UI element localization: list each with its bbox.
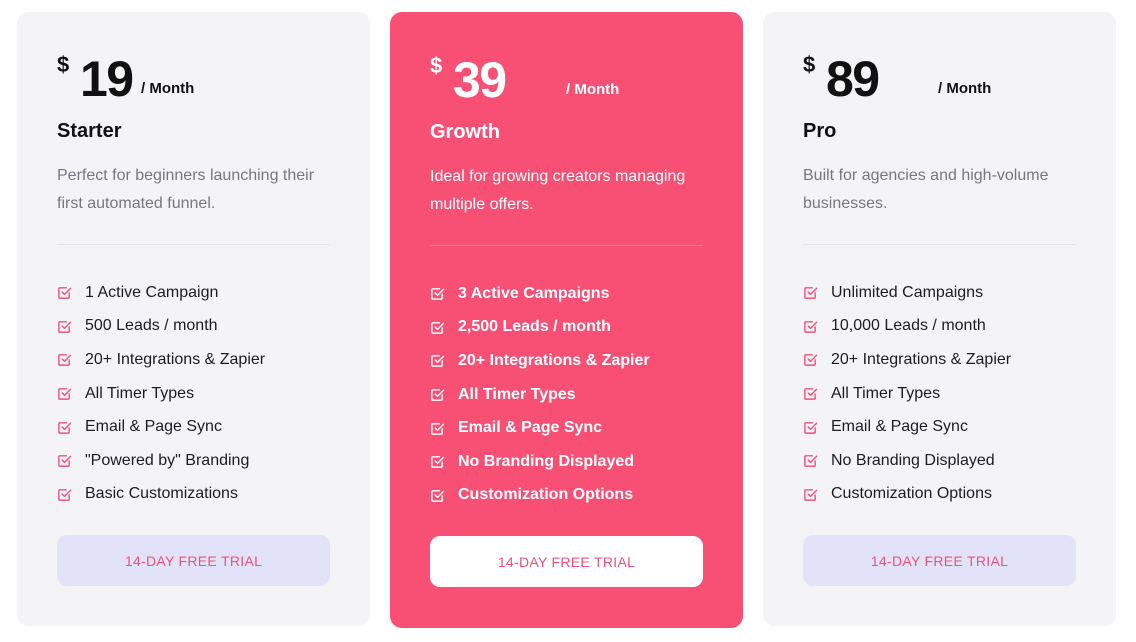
check-square-icon: [57, 487, 72, 502]
feature-list: 1 Active Campaign 500 Leads / month 20+ …: [57, 276, 265, 511]
feature-label: 20+ Integrations & Zapier: [831, 350, 1012, 368]
feature-label: "Powered by" Branding: [85, 451, 250, 469]
feature-label: No Branding Displayed: [831, 451, 995, 469]
plan-name: Growth: [430, 121, 500, 143]
price: $ 19 / Month: [57, 50, 337, 110]
plan-name: Pro: [803, 120, 837, 142]
check-square-icon: [57, 386, 72, 401]
feature-list: Unlimited Campaigns 10,000 Leads / month…: [803, 276, 1011, 511]
check-square-icon: [430, 421, 445, 436]
check-square-icon: [803, 352, 818, 367]
feature-item: All Timer Types: [803, 377, 1011, 411]
feature-label: All Timer Types: [458, 385, 576, 403]
feature-label: No Branding Displayed: [458, 452, 635, 470]
feature-item: 20+ Integrations & Zapier: [803, 343, 1011, 377]
check-square-icon: [803, 420, 818, 435]
check-square-icon: [803, 487, 818, 502]
price-amount: 39: [453, 52, 507, 108]
feature-item: Email & Page Sync: [803, 410, 1011, 444]
check-square-icon: [57, 453, 72, 468]
check-square-icon: [803, 285, 818, 300]
feature-item: 20+ Integrations & Zapier: [430, 344, 650, 378]
feature-item: Email & Page Sync: [57, 410, 265, 444]
price-amount: 19: [80, 51, 134, 107]
feature-label: Customization Options: [458, 486, 634, 504]
feature-item: Email & Page Sync: [430, 411, 650, 445]
currency-symbol: $: [57, 52, 70, 77]
feature-label: Customization Options: [831, 485, 992, 503]
feature-item: Unlimited Campaigns: [803, 276, 1011, 310]
price-amount: 89: [826, 51, 880, 107]
feature-item: 500 Leads / month: [57, 310, 265, 344]
check-square-icon: [57, 285, 72, 300]
feature-item: No Branding Displayed: [430, 445, 650, 479]
check-square-icon: [430, 286, 445, 301]
feature-item: All Timer Types: [57, 377, 265, 411]
pricing-card-pro: $ 89 / Month Pro Built for agencies and …: [763, 12, 1116, 626]
check-square-icon: [803, 453, 818, 468]
feature-item: Basic Customizations: [57, 478, 265, 512]
check-square-icon: [803, 319, 818, 334]
divider: [430, 245, 703, 246]
feature-list: 3 Active Campaigns 2,500 Leads / month 2…: [430, 277, 650, 512]
feature-label: 20+ Integrations & Zapier: [458, 351, 650, 369]
feature-label: All Timer Types: [85, 384, 195, 402]
check-square-icon: [430, 488, 445, 503]
feature-item: 20+ Integrations & Zapier: [57, 343, 265, 377]
feature-item: 10,000 Leads / month: [803, 310, 1011, 344]
plan-name: Starter: [57, 120, 122, 142]
price: $ 39 / Month: [430, 51, 710, 111]
feature-label: Email & Page Sync: [831, 418, 968, 436]
pricing-card-starter: $ 19 / Month Starter Perfect for beginne…: [17, 12, 370, 626]
feature-label: 3 Active Campaigns: [458, 284, 610, 302]
feature-label: All Timer Types: [831, 384, 941, 402]
feature-item: "Powered by" Branding: [57, 444, 265, 478]
feature-item: 2,500 Leads / month: [430, 311, 650, 345]
check-square-icon: [430, 353, 445, 368]
divider: [803, 244, 1076, 245]
feature-label: 20+ Integrations & Zapier: [85, 350, 266, 368]
plan-description: Built for agencies and high-volume busin…: [803, 167, 1049, 212]
feature-item: 3 Active Campaigns: [430, 277, 650, 311]
free-trial-button[interactable]: 14-DAY FREE TRIAL: [430, 536, 703, 587]
free-trial-button[interactable]: 14-DAY FREE TRIAL: [57, 535, 330, 586]
feature-label: 10,000 Leads / month: [831, 317, 986, 335]
feature-item: 1 Active Campaign: [57, 276, 265, 310]
check-square-icon: [430, 320, 445, 335]
plan-description: Perfect for beginners launching their fi…: [57, 167, 315, 212]
price-period: / Month: [938, 80, 992, 97]
feature-item: Customization Options: [430, 479, 650, 513]
check-square-icon: [430, 454, 445, 469]
feature-label: 1 Active Campaign: [85, 283, 219, 301]
feature-item: No Branding Displayed: [803, 444, 1011, 478]
divider: [57, 244, 330, 245]
plan-description: Ideal for growing creators managing mult…: [430, 168, 686, 213]
feature-item: Customization Options: [803, 478, 1011, 512]
feature-label: Email & Page Sync: [458, 419, 603, 437]
check-square-icon: [57, 319, 72, 334]
pricing-card-growth: $ 39 / Month Growth Ideal for growing cr…: [390, 12, 743, 628]
price: $ 89 / Month: [803, 50, 1083, 110]
feature-label: Email & Page Sync: [85, 418, 222, 436]
feature-label: Unlimited Campaigns: [831, 283, 984, 301]
check-square-icon: [57, 420, 72, 435]
free-trial-button[interactable]: 14-DAY FREE TRIAL: [803, 535, 1076, 586]
feature-label: 500 Leads / month: [85, 317, 218, 335]
check-square-icon: [803, 386, 818, 401]
price-period: / Month: [566, 81, 620, 98]
feature-label: 2,500 Leads / month: [458, 318, 611, 336]
feature-label: Basic Customizations: [85, 485, 238, 503]
currency-symbol: $: [803, 52, 816, 77]
price-period: / Month: [141, 80, 195, 97]
feature-item: All Timer Types: [430, 378, 650, 412]
check-square-icon: [57, 352, 72, 367]
check-square-icon: [430, 387, 445, 402]
currency-symbol: $: [430, 53, 443, 78]
